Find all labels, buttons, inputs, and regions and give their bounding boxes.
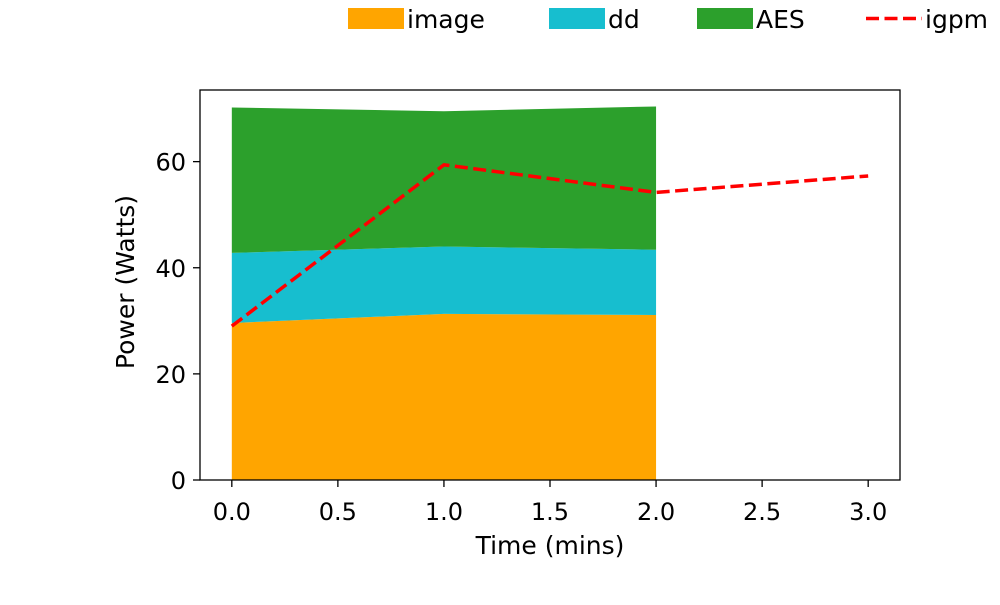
x-tick-label: 2.5	[743, 498, 781, 526]
y-axis-label: Power (Watts)	[111, 195, 140, 369]
y-tick-label: 20	[155, 361, 186, 389]
lines-layer	[230, 162, 869, 328]
y-tick-label: 40	[155, 255, 186, 283]
y-tick-label: 60	[155, 149, 186, 177]
legend-label: AES	[756, 5, 805, 34]
legend-swatch	[348, 8, 404, 29]
legend-item-dd: dd	[549, 5, 640, 34]
x-tick-label: 3.0	[849, 498, 887, 526]
legend-item-igpm: igpm	[866, 5, 988, 34]
x-tick-label: 0.0	[213, 498, 251, 526]
x-axis: 0.0 0.5 1.0 1.5 2.0 2.5 3.0	[213, 480, 887, 526]
x-tick-label: 0.5	[319, 498, 357, 526]
legend-swatch	[697, 8, 753, 29]
area-dd	[231, 246, 657, 323]
y-axis: 0 20 40 60	[155, 149, 200, 495]
areas-layer	[231, 106, 657, 480]
legend-label: image	[407, 5, 485, 34]
x-tick-label: 1.5	[531, 498, 569, 526]
legend-item-image: image	[348, 5, 485, 34]
legend-item-AES: AES	[697, 5, 805, 34]
x-tick-label: 2.0	[637, 498, 675, 526]
x-tick-label: 1.0	[425, 498, 463, 526]
line-igpm	[230, 162, 869, 328]
legend-label: dd	[608, 5, 640, 34]
x-axis-label: Time (mins)	[475, 531, 625, 560]
legend-swatch	[549, 8, 605, 29]
legend-label: igpm	[925, 5, 988, 34]
legend: image dd AES igpm	[348, 5, 988, 34]
area-image	[231, 313, 657, 480]
y-tick-label: 0	[171, 467, 186, 495]
area-AES	[231, 106, 657, 253]
